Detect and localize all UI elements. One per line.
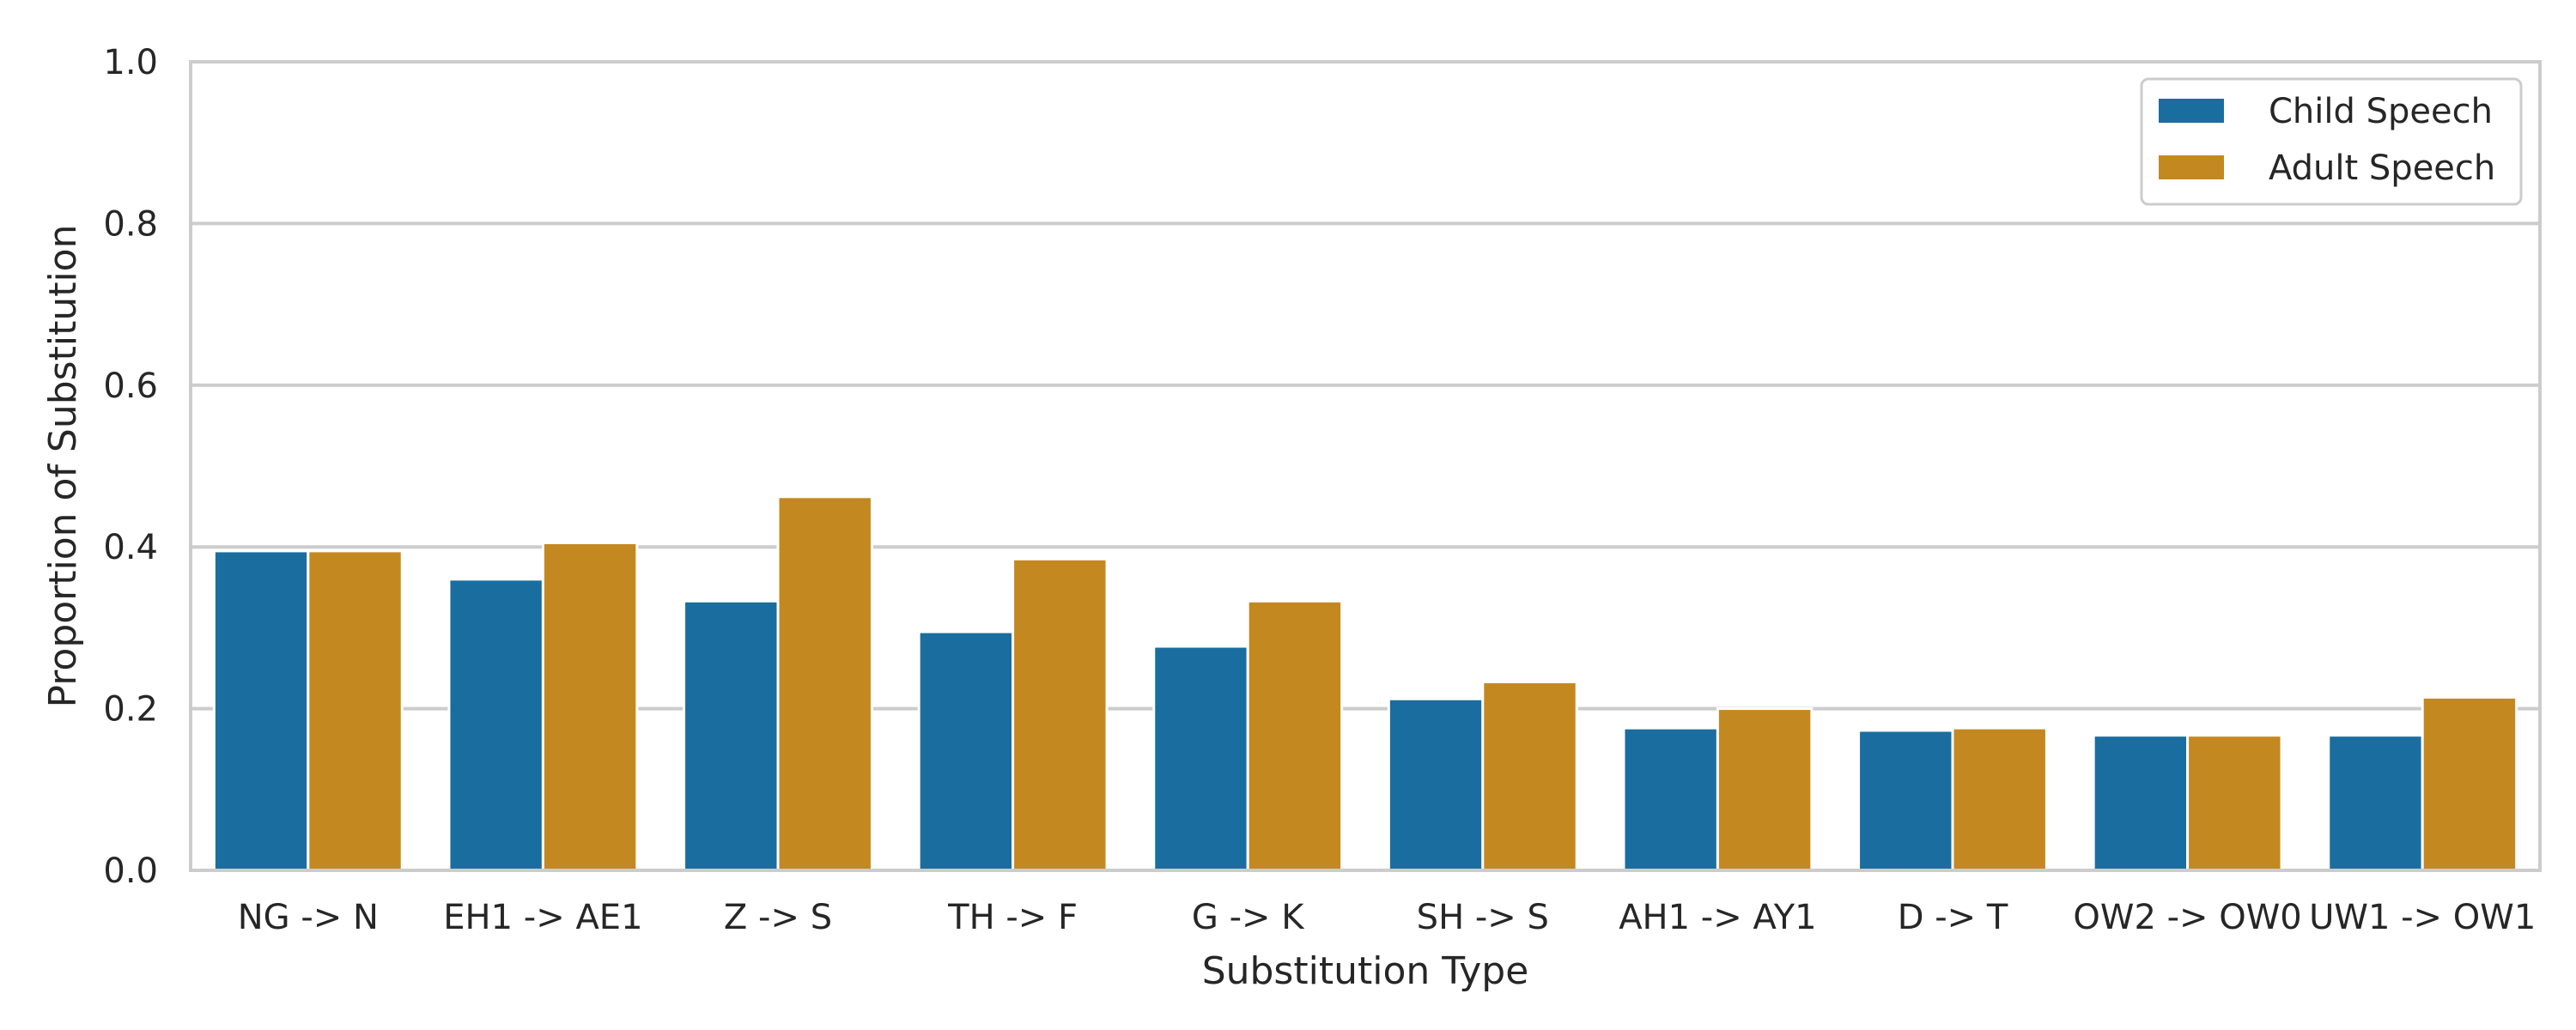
x-tick-label: NG -> N	[238, 898, 379, 937]
legend-swatch-child-speech	[2159, 99, 2224, 123]
x-tick-label: G -> K	[1192, 898, 1305, 937]
bar-adult-speech	[1716, 707, 1814, 872]
y-tick-label: 0.4	[103, 528, 158, 567]
bar-child-speech	[2327, 734, 2424, 872]
bar-child-speech	[2092, 734, 2190, 872]
legend: Child Speech Adult Speech	[2140, 77, 2523, 206]
bar-child-speech	[1857, 729, 1954, 872]
bar-adult-speech	[1481, 681, 1578, 872]
y-tick-label: 0.6	[103, 367, 158, 406]
y-axis-label: Proportion of Substitution	[41, 225, 85, 708]
bar-adult-speech	[1246, 599, 1344, 872]
x-axis-label: Substitution Type	[1202, 949, 1529, 993]
legend-swatch-adult-speech	[2159, 155, 2224, 179]
bar-child-speech	[1387, 697, 1485, 872]
legend-box	[2140, 77, 2523, 206]
x-tick-label: SH -> S	[1417, 898, 1549, 937]
x-tick-label: EH1 -> AE1	[443, 898, 642, 937]
bar-child-speech	[683, 599, 780, 872]
bar-child-speech	[447, 578, 544, 872]
bar-adult-speech	[541, 541, 639, 872]
bar-child-speech	[1152, 645, 1249, 872]
x-tick-label: TH -> F	[947, 898, 1078, 937]
y-tick-label: 0.2	[103, 690, 158, 730]
x-tick-label: UW1 -> OW1	[2309, 898, 2536, 937]
x-tick-label: OW2 -> OW0	[2073, 898, 2301, 937]
bar-adult-speech	[2421, 695, 2518, 872]
bar-adult-speech	[1012, 557, 1109, 872]
bar-adult-speech	[307, 549, 404, 872]
bar-child-speech	[1622, 726, 1719, 872]
y-tick-labels: 0.0 0.2 0.4 0.6 0.8 1.0	[103, 43, 158, 891]
legend-label-adult-speech: Adult Speech	[2269, 148, 2495, 188]
plot-frame	[189, 60, 2542, 872]
y-tick-label: 0.0	[103, 851, 158, 891]
bar-adult-speech	[2186, 734, 2283, 872]
x-tick-label: AH1 -> AY1	[1619, 898, 1816, 937]
bar-adult-speech	[1951, 726, 2048, 872]
bar-child-speech	[917, 630, 1015, 872]
y-tick-label: 0.8	[103, 204, 158, 244]
bar-adult-speech	[776, 495, 873, 872]
x-tick-labels: NG -> N EH1 -> AE1 Z -> S TH -> F G -> K SH -…	[238, 898, 2537, 937]
legend-label-child-speech: Child Speech	[2269, 92, 2493, 131]
bar-child-speech	[212, 549, 310, 872]
x-tick-label: D -> T	[1898, 898, 2008, 937]
bars	[212, 495, 2518, 872]
y-tick-label: 1.0	[103, 43, 158, 82]
x-tick-label: Z -> S	[724, 898, 832, 937]
